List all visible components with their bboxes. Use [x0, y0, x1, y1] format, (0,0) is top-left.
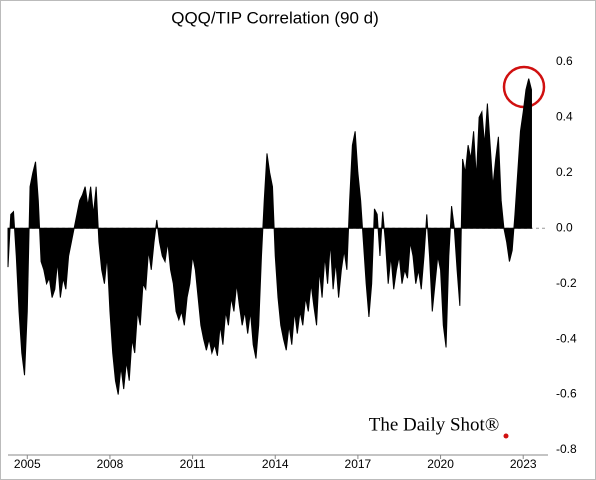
x-tick-label: 2005	[14, 457, 41, 471]
x-tick-label: 2023	[510, 457, 537, 471]
y-tick-label: 0.2	[556, 165, 573, 179]
y-tick-label: 0.0	[556, 220, 573, 234]
y-tick-label: -0.2	[556, 276, 577, 290]
x-tick-label: 2011	[180, 457, 206, 471]
x-tick-label: 2017	[345, 457, 372, 471]
x-tick-label: 2014	[262, 457, 289, 471]
y-tick-label: -0.6	[556, 387, 577, 401]
chart-title: QQQ/TIP Correlation (90 d)	[171, 8, 379, 27]
source-logo: The Daily Shot®	[369, 414, 500, 435]
logo-dot	[503, 433, 509, 439]
x-tick-label: 2020	[427, 457, 454, 471]
y-tick-label: -0.4	[556, 331, 577, 345]
y-tick-label: 0.6	[556, 54, 573, 68]
y-tick-label: -0.8	[556, 442, 577, 456]
y-tick-label: 0.4	[556, 110, 573, 124]
x-tick-label: 2008	[97, 457, 124, 471]
area	[7, 78, 532, 395]
